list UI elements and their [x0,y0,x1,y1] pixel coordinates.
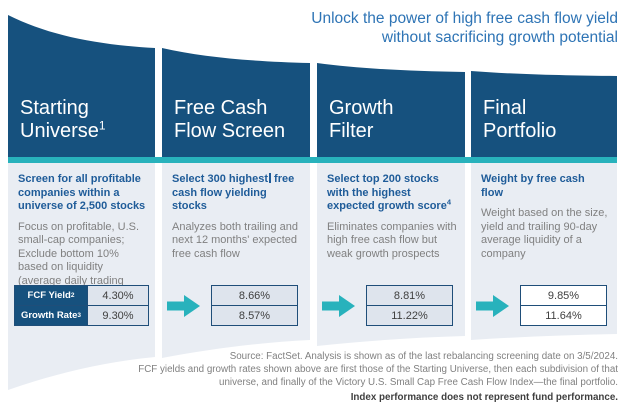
page-title-line1: Unlock the power of high free cash flow … [311,10,618,27]
stage-description: Weight based on the size, yield and trai… [481,207,608,260]
table-value-growth-rate: 9.30% [88,306,148,325]
funnel-bottom-curve-shape [317,336,465,346]
stage-heading: Select 300 highest free cash flow yieldi… [172,173,302,214]
stage-header-final-portfolio: Final Portfolio [471,76,617,157]
stage-panel-final-portfolio: Weight by free cash flow Weight based on… [471,163,617,340]
table-label-growth-rate: Growth Rate 3 [15,306,87,325]
value-box: 8.66% 8.57% [211,285,298,326]
footnote-superscript: 4 [446,197,451,207]
stage-panel-body: Select 300 highest free cash flow yieldi… [162,163,310,340]
stats-row: FCF Yield 2 4.30% Growth Rate 3 9.30% [8,285,155,326]
page-title: Unlock the power of high free cash flow … [258,9,618,47]
stage-column-final-portfolio: Final Portfolio Weight by free cash flow… [471,0,617,409]
stage-heading: Weight by free cash flow [481,173,585,199]
flow-arrow-icon [476,294,509,317]
funnel-top-curve-shape [8,15,155,48]
funnel-top-curve-shape [162,48,310,63]
footnote-superscript: 1 [98,118,106,133]
funnel-bottom-curve-shape [8,357,155,390]
stage-header-label: Final Portfolio [483,97,557,142]
fcf-yield-value: 8.66% [212,286,297,305]
funnel-top-curve-shape [317,63,465,72]
stage-heading-text: Select 300 highest [172,173,268,185]
stage-header-label: Free Cash Flow Screen [174,97,286,142]
stage-header-growth-filter: Growth Filter [317,72,465,157]
stage-heading: Screen for all profitable companies with… [18,173,146,212]
stage-header-label: Growth Filter [329,97,394,142]
table-value-fcf-yield: 4.30% [88,286,148,305]
table-label-fcf-yield: FCF Yield 2 [15,286,87,305]
fcf-growth-table: FCF Yield 2 4.30% Growth Rate 3 9.30% [14,285,149,326]
teal-divider-band [8,157,617,163]
stage-column-fcf-screen: Free Cash Flow Screen Select 300 highest… [162,0,310,409]
stats-row: 9.85% 11.64% [471,285,617,326]
footer-note: FCF yields and growth rates shown above … [138,364,618,388]
table-label-text: Growth Rate [20,310,78,321]
value-box: 8.81% 11.22% [366,285,453,326]
stage-panel-fcf-screen: Select 300 highest free cash flow yieldi… [162,163,310,358]
funnel-top-curve-shape [471,71,617,76]
stage-heading-text: Select top 200 stocks with the highest e… [327,173,447,212]
page-title-line2: without sacrificing growth potential [381,29,618,46]
stage-panel-starting-universe: Screen for all profitable companies with… [8,163,155,390]
funnel-bottom-curve-shape [471,334,617,340]
stage-panel-body: Weight by free cash flow Weight based on… [471,163,617,334]
stage-description: Focus on profitable, U.S. small-cap comp… [18,220,140,301]
growth-rate-value: 11.64% [521,306,606,325]
footer-source: Source: FactSet. Analysis is shown as of… [229,351,618,362]
stage-panel-body: Select top 200 stocks with the highest e… [317,163,465,336]
footer-disclaimer: Index performance does not represent fun… [350,392,618,403]
stage-header-fcf-screen: Free Cash Flow Screen [162,63,310,157]
stage-heading: Select top 200 stocks with the highest e… [327,173,457,214]
stage-description: Eliminates companies with high free cash… [327,220,457,260]
value-box: 9.85% 11.64% [520,285,607,326]
stats-row: 8.66% 8.57% [162,285,310,326]
fcf-yield-value: 9.85% [521,286,606,305]
funnel-bottom-curve-shape [162,340,310,358]
footer-notes: Source: FactSet. Analysis is shown as of… [132,350,618,404]
stage-column-starting-universe: Starting Universe1 Screen for all profit… [8,0,155,409]
stage-header-starting-universe: Starting Universe1 [8,48,155,157]
text-cursor [269,173,271,183]
stage-heading-text: free cash flow yielding stocks [172,173,295,212]
growth-rate-value: 11.22% [367,306,452,325]
stats-row: 8.81% 11.22% [317,285,465,326]
flow-arrow-icon [167,294,200,317]
flow-arrow-icon [322,294,355,317]
stage-column-growth-filter: Growth Filter Select top 200 stocks with… [317,0,465,409]
stage-panel-growth-filter: Select top 200 stocks with the highest e… [317,163,465,346]
stage-description: Analyzes both trailing and next 12 month… [172,220,298,260]
fcf-yield-value: 8.81% [367,286,452,305]
stage-header-label: Starting Universe [20,97,99,142]
growth-rate-value: 8.57% [212,306,297,325]
table-label-text: FCF Yield [27,290,71,301]
stage-panel-body: Screen for all profitable companies with… [8,163,155,357]
